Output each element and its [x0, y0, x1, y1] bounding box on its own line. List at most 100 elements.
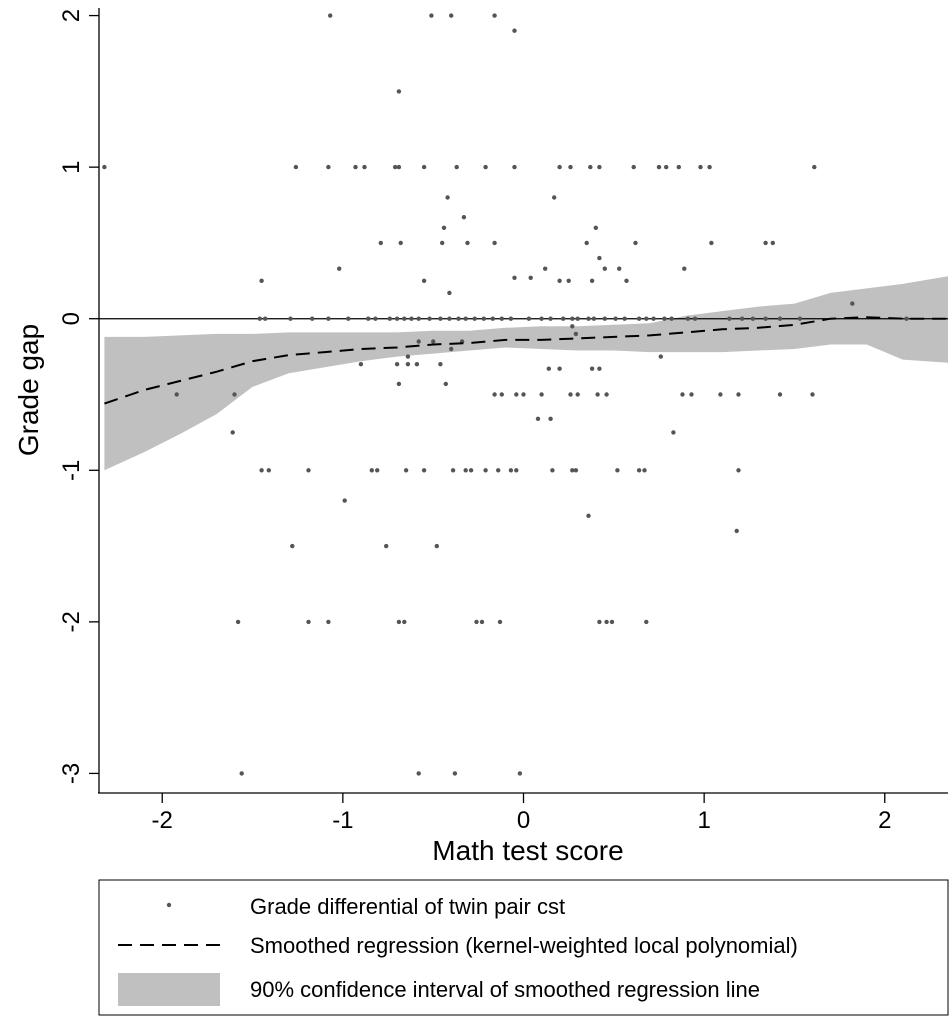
y-tick-label: 0: [58, 312, 85, 325]
smoothed-line-layer: [104, 316, 948, 405]
scatter-point: [669, 316, 674, 321]
scatter-point: [384, 543, 389, 549]
scatter-point: [604, 392, 609, 397]
legend-label-points: Grade differential of twin pair cst: [250, 894, 565, 919]
scatter-point: [393, 164, 398, 170]
scatter-point: [535, 416, 541, 421]
scatter-point: [479, 619, 485, 625]
scatter-point: [850, 301, 855, 306]
scatter-point: [548, 416, 553, 421]
scatter-point: [514, 392, 519, 397]
scatter-point: [685, 316, 691, 321]
scatter-point: [449, 346, 454, 352]
scatter-point: [656, 164, 662, 170]
scatter-point: [692, 316, 698, 321]
scatter-point: [306, 468, 311, 473]
scatter-point: [481, 316, 486, 321]
scatter-point: [736, 468, 741, 473]
scatter-point: [369, 468, 374, 473]
scatter-point: [293, 164, 299, 170]
scatter-point: [602, 316, 607, 321]
scatter-point: [416, 339, 421, 344]
scatter-point: [499, 316, 504, 321]
scatter-point: [463, 316, 468, 321]
scatter-point: [568, 164, 573, 170]
scatter-point: [622, 316, 627, 321]
scatter-point: [644, 619, 649, 625]
scatter-point: [438, 362, 443, 367]
scatter-point: [736, 392, 741, 397]
scatter-point: [230, 430, 235, 435]
scatter-point: [326, 164, 331, 170]
scatter-point: [375, 468, 380, 473]
scatter-point: [557, 366, 562, 371]
scatter-point: [698, 164, 703, 170]
scatter-point: [651, 316, 656, 321]
scatter-point: [539, 392, 544, 397]
scatter-point: [604, 619, 609, 625]
scatter-point: [689, 392, 694, 397]
scatter-point: [546, 366, 551, 371]
scatter-point: [452, 771, 458, 776]
scatter-point: [636, 316, 642, 321]
x-tick-label: 2: [878, 807, 891, 834]
scatter-point: [739, 316, 745, 321]
scatter-point: [543, 266, 548, 271]
scatter-point: [263, 316, 268, 321]
scatter-point: [539, 316, 544, 321]
scatter-point: [373, 316, 378, 321]
y-tick-label: -3: [58, 763, 85, 784]
scatter-point: [499, 392, 504, 397]
scatter-point: [636, 468, 642, 473]
scatter-point: [593, 225, 598, 230]
scatter-point: [429, 13, 434, 18]
scatter-point: [763, 240, 768, 246]
scatter-point: [586, 513, 591, 518]
scatter-point: [102, 164, 107, 170]
scatter-point: [575, 316, 580, 321]
scatter-point: [465, 240, 470, 246]
scatter-point: [658, 354, 663, 359]
scatter-point: [403, 468, 409, 473]
scatter-point: [431, 339, 436, 344]
scatter-point: [602, 266, 607, 271]
scatter-point: [362, 164, 367, 170]
scatter-point: [561, 316, 566, 321]
scatter-point: [521, 392, 526, 397]
y-tick-label: -1: [58, 460, 85, 481]
scatter-point: [671, 430, 676, 435]
scatter-point: [454, 164, 459, 170]
axes-layer: 2 1 0 -1 -2 -3 -2 -1 0 1 2: [58, 8, 948, 834]
scatter-point: [512, 164, 517, 170]
scatter-point: [573, 468, 579, 473]
scatter-point: [259, 468, 264, 473]
x-tick-label: 1: [697, 807, 710, 834]
y-tick-label: -2: [58, 611, 85, 632]
scatter-point: [597, 619, 602, 625]
x-axis-title: Math test score: [432, 835, 623, 866]
scatter-point: [595, 392, 600, 397]
scatter-point: [575, 392, 580, 397]
scatter-point: [904, 316, 909, 321]
scatter-point: [676, 164, 681, 170]
scatter-point: [396, 89, 402, 94]
scatter-point: [405, 354, 411, 359]
scatter-point: [456, 316, 461, 321]
scatter-point: [396, 381, 402, 387]
scatter-point: [508, 316, 514, 321]
scatter-point: [613, 316, 618, 321]
scatter-point: [416, 771, 421, 776]
y-tick-label: 2: [58, 9, 85, 22]
scatter-point: [490, 316, 495, 321]
legend-band-marker: [118, 973, 220, 1006]
scatter-point: [342, 498, 347, 503]
scatter-point: [461, 215, 467, 220]
scatter-point: [463, 468, 468, 473]
scatter-point: [568, 392, 573, 397]
scatter-point: [514, 468, 519, 473]
scatter-point: [387, 316, 392, 321]
scatter-point: [718, 392, 723, 397]
scatter-point: [557, 164, 562, 170]
scatter-point: [447, 290, 452, 296]
scatter-point: [615, 468, 620, 473]
